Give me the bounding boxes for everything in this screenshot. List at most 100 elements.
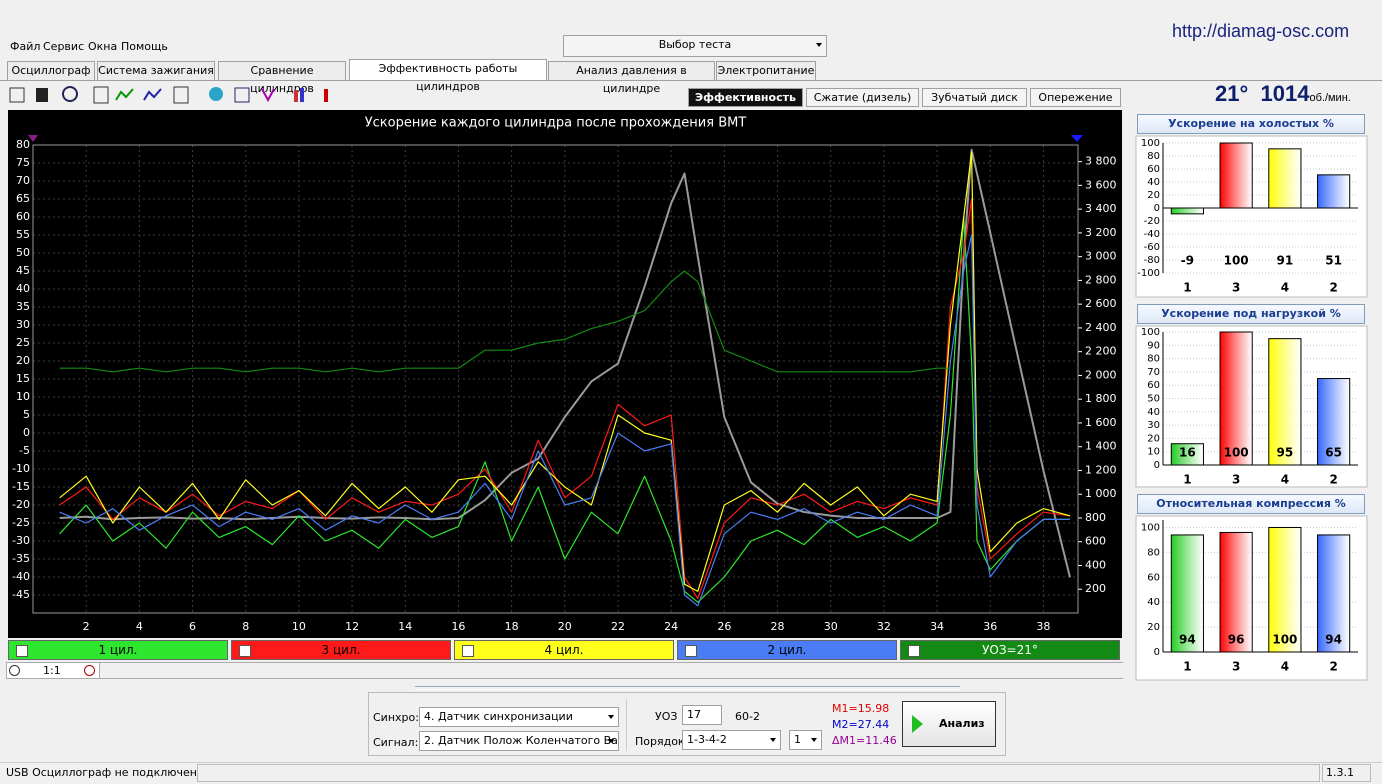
legend-item[interactable]: 2 цил.	[677, 640, 897, 660]
order-num-select[interactable]: 1	[789, 730, 822, 750]
x-tick-label: 32	[877, 620, 891, 633]
y-tick-label: -80	[1144, 255, 1160, 266]
y-tick-label: 40	[1147, 407, 1160, 418]
y-tick-label: 35	[16, 300, 30, 313]
tool-icon[interactable]	[294, 90, 298, 102]
tab[interactable]: Эффективность работы цилиндров	[349, 59, 547, 93]
y-tick-label: 10	[16, 390, 30, 403]
panel-title: Ускорение на холостых %	[1137, 114, 1365, 134]
site-url[interactable]: http://diamag-osc.com	[1172, 21, 1350, 41]
menu-item[interactable]: Файл	[10, 40, 41, 53]
bar	[1317, 174, 1351, 209]
tool-icon[interactable]	[209, 87, 223, 101]
subtab[interactable]: Опережение	[1030, 88, 1121, 107]
legend-item[interactable]: 3 цил.	[231, 640, 451, 660]
tool-icon[interactable]	[115, 88, 134, 101]
scrollbar[interactable]	[99, 663, 1123, 678]
series-line	[59, 151, 1071, 592]
legend-label: 4 цил.	[544, 643, 584, 657]
test-select[interactable]: Выбор теста	[563, 35, 827, 57]
zoom-in[interactable]	[84, 665, 95, 676]
value-label: 95	[1277, 446, 1294, 460]
order-label: Порядок	[635, 735, 685, 748]
y-tick-label: -40	[1144, 229, 1160, 240]
x-tick-label: 2	[1329, 473, 1337, 487]
y-tick-label: 40	[16, 282, 30, 295]
dropdown-arrow	[608, 739, 614, 743]
tab[interactable]: Анализ давления в цилиндре	[548, 61, 715, 95]
legend-checkbox[interactable]	[16, 645, 28, 657]
tab[interactable]: Электропитание	[716, 61, 816, 80]
menu-item[interactable]: Окна	[88, 40, 118, 53]
tool-icon[interactable]	[261, 88, 275, 103]
chart-title: Ускорение каждого цилиндра после прохожд…	[365, 116, 747, 131]
legend-item[interactable]: УОЗ=21°	[900, 640, 1120, 660]
series-line	[59, 234, 1070, 607]
y-tick-label: 65	[16, 192, 30, 205]
tab[interactable]: Система зажигания	[97, 61, 215, 80]
order-select[interactable]: 1-3-4-2	[682, 730, 781, 750]
tool-icon[interactable]	[62, 86, 78, 102]
menu-item[interactable]: Сервис	[43, 40, 85, 53]
value-label: 100	[1272, 633, 1297, 647]
status-bar: USB Осциллограф не подключен 1.3.1	[0, 762, 1382, 783]
x-tick-label: 28	[771, 620, 785, 633]
value-label: 91	[1277, 254, 1294, 268]
subtab[interactable]: Зубчатый диск	[922, 88, 1027, 107]
value-label: 96	[1228, 633, 1245, 647]
y-tick-label: 20	[1147, 622, 1160, 633]
tool-icon[interactable]	[143, 88, 162, 101]
y-tick-label: 80	[1147, 547, 1160, 558]
signal-select[interactable]: 2. Датчик Полож Коленчатого Вал	[419, 731, 619, 751]
y2-tick-label: 3 400	[1085, 202, 1117, 215]
uoz-spin[interactable]: 17	[682, 705, 722, 725]
tool-icon[interactable]	[9, 87, 25, 103]
x-tick-label: 1	[1183, 473, 1191, 487]
tool-icon[interactable]	[93, 86, 109, 104]
splitter[interactable]	[415, 686, 960, 690]
zoom-out[interactable]	[9, 665, 20, 676]
legend-checkbox[interactable]	[462, 645, 474, 657]
bar	[1268, 148, 1302, 209]
analyze-button[interactable]: Анализ	[902, 701, 996, 747]
tool-icon[interactable]	[324, 89, 328, 102]
y-tick-label: -45	[12, 588, 30, 601]
x-tick-label: 4	[136, 620, 143, 633]
tool-icon[interactable]	[173, 86, 189, 104]
subtab[interactable]: Эффективность	[688, 88, 803, 107]
tab[interactable]: Осциллограф	[7, 61, 95, 80]
tool-icon[interactable]	[36, 88, 48, 102]
panel-title: Ускорение под нагрузкой %	[1137, 304, 1365, 324]
tab[interactable]: Сравнение цилиндров	[218, 61, 346, 95]
bar	[1170, 443, 1204, 466]
legend-checkbox[interactable]	[685, 645, 697, 657]
y-tick-label: -20	[1144, 216, 1160, 227]
sync-select[interactable]: 4. Датчик синхронизации	[419, 707, 619, 727]
uoz-angle: 21°	[1215, 81, 1249, 106]
legend-item[interactable]: 1 цил.	[8, 640, 228, 660]
bar	[1268, 338, 1302, 466]
y-tick-label: 100	[1141, 522, 1160, 533]
dropdown-arrow	[608, 715, 614, 719]
legend-checkbox[interactable]	[239, 645, 251, 657]
subtab[interactable]: Сжатие (дизель)	[806, 88, 919, 107]
y-tick-label: 45	[16, 264, 30, 277]
y2-tick-label: 200	[1085, 582, 1106, 595]
tool-icon[interactable]	[234, 87, 250, 103]
y-tick-label: 60	[1147, 572, 1160, 583]
legend-item[interactable]: 4 цил.	[454, 640, 674, 660]
y-tick-label: 100	[1141, 138, 1160, 149]
y-tick-label: 15	[16, 372, 30, 385]
tool-icon[interactable]	[300, 88, 304, 102]
button-label: Анализ	[939, 717, 985, 730]
x-tick-label: 18	[505, 620, 519, 633]
y2-tick-label: 1 400	[1085, 440, 1117, 453]
legend-checkbox[interactable]	[908, 645, 920, 657]
menu-item[interactable]: Помощь	[121, 40, 168, 53]
x-tick-label: 8	[242, 620, 249, 633]
y-tick-label: 0	[1154, 203, 1160, 214]
bar	[1170, 207, 1204, 215]
y-tick-label: 25	[16, 336, 30, 349]
dropdown-arrow	[770, 738, 776, 742]
